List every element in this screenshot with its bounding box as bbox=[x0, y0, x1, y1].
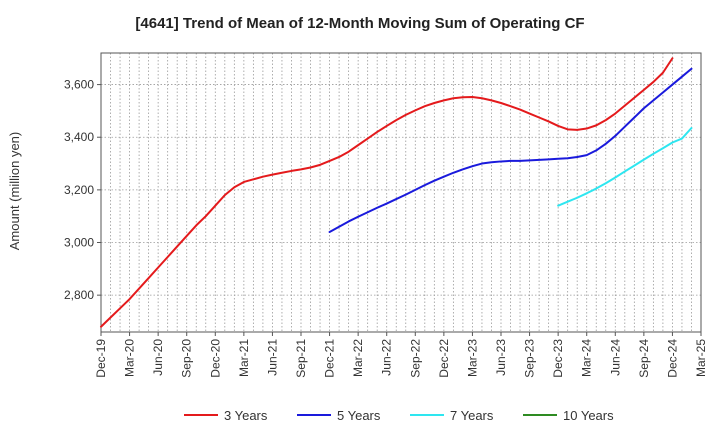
series-line-5-years bbox=[328, 67, 693, 233]
series-line-3-years bbox=[100, 57, 674, 328]
legend-item-10-years: 10 Years bbox=[523, 408, 614, 423]
y-tick-label: 3,400 bbox=[64, 130, 94, 144]
x-tick-label: Dec-21 bbox=[323, 339, 337, 378]
series-lines bbox=[100, 57, 693, 328]
x-tick-label: Mar-21 bbox=[237, 339, 251, 377]
x-tick-label: Sep-20 bbox=[180, 339, 194, 378]
x-tick-label: Jun-21 bbox=[265, 339, 279, 376]
x-tick-label: Mar-25 bbox=[694, 339, 708, 377]
x-tick-label: Jun-23 bbox=[494, 339, 508, 376]
series-line-7-years bbox=[557, 127, 693, 207]
x-tick-label: Mar-24 bbox=[580, 339, 594, 377]
legend-label: 7 Years bbox=[450, 408, 494, 423]
x-tick-label: Dec-19 bbox=[94, 339, 108, 378]
chart-title: [4641] Trend of Mean of 12-Month Moving … bbox=[135, 15, 584, 32]
grid bbox=[101, 53, 701, 332]
legend-item-3-years: 3 Years bbox=[184, 408, 268, 423]
x-tick-label: Sep-24 bbox=[637, 339, 651, 378]
x-tick-label: Dec-22 bbox=[437, 339, 451, 378]
x-tick-label: Dec-23 bbox=[551, 339, 565, 378]
y-tick-label: 2,800 bbox=[64, 288, 94, 302]
x-tick-label: Sep-23 bbox=[523, 339, 537, 378]
x-tick-label: Sep-21 bbox=[294, 339, 308, 378]
x-tick-label: Mar-22 bbox=[351, 339, 365, 377]
legend-item-5-years: 5 Years bbox=[297, 408, 381, 423]
y-axis: 2,800 3,000 3,200 3,400 3,600 bbox=[64, 78, 101, 302]
plot-area bbox=[100, 52, 702, 333]
x-tick-label: Dec-20 bbox=[208, 339, 222, 378]
x-tick-label: Dec-24 bbox=[665, 339, 679, 378]
x-tick-label: Jun-20 bbox=[151, 339, 165, 376]
y-tick-label: 3,000 bbox=[64, 236, 94, 250]
x-tick-label: Jun-22 bbox=[380, 339, 394, 376]
x-tick-label: Jun-24 bbox=[608, 339, 622, 376]
legend-label: 10 Years bbox=[563, 408, 614, 423]
x-tick-label: Sep-22 bbox=[408, 339, 422, 378]
legend-label: 3 Years bbox=[224, 408, 268, 423]
y-tick-label: 3,600 bbox=[64, 78, 94, 92]
x-axis: Dec-19 Mar-20 Jun-20 Sep-20 Dec-20 Mar-21 Jun-… bbox=[94, 332, 708, 378]
legend-label: 5 Years bbox=[337, 408, 381, 423]
y-axis-label: Amount (million yen) bbox=[7, 132, 22, 251]
y-tick-label: 3,200 bbox=[64, 183, 94, 197]
legend-item-7-years: 7 Years bbox=[410, 408, 494, 423]
x-tick-label: Mar-23 bbox=[465, 339, 479, 377]
legend: 3 Years 5 Years 7 Years 10 Years bbox=[184, 408, 614, 423]
x-tick-label: Mar-20 bbox=[123, 339, 137, 377]
